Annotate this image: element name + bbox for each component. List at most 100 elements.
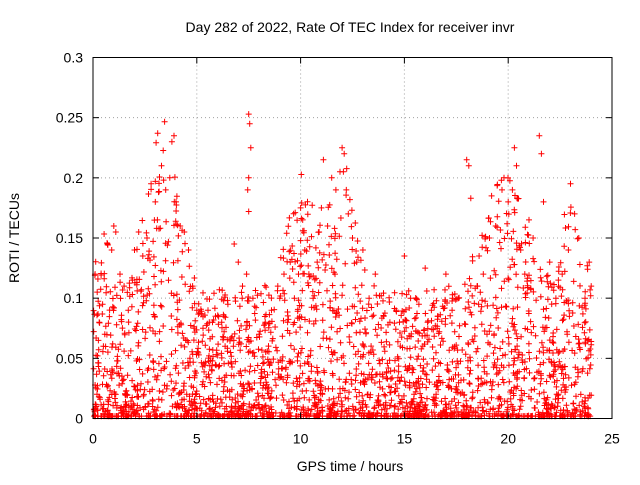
data-point — [348, 381, 355, 387]
data-point — [349, 235, 356, 241]
data-point — [145, 191, 152, 197]
data-point — [240, 402, 247, 409]
data-point — [360, 378, 367, 385]
data-point — [318, 204, 325, 211]
data-point — [398, 334, 405, 341]
data-point — [139, 370, 146, 377]
data-point — [314, 408, 321, 414]
data-point — [128, 403, 135, 410]
data-point — [150, 366, 157, 373]
data-point — [112, 344, 119, 351]
data-point — [560, 375, 567, 382]
data-point — [129, 394, 136, 401]
data-point — [244, 297, 251, 304]
data-point — [257, 328, 264, 335]
data-point — [192, 317, 199, 324]
data-point — [198, 407, 205, 414]
data-point — [252, 287, 259, 294]
data-point — [312, 302, 319, 309]
data-point — [326, 336, 333, 343]
data-point — [262, 402, 269, 409]
data-point — [352, 386, 359, 393]
data-point — [332, 230, 339, 237]
data-point — [285, 316, 292, 323]
data-point — [429, 367, 436, 374]
data-point — [565, 247, 572, 253]
data-point — [174, 306, 181, 313]
data-point — [446, 347, 453, 354]
data-point — [334, 328, 341, 335]
data-point — [218, 350, 225, 357]
data-point — [530, 323, 537, 330]
data-point — [465, 299, 472, 305]
data-point — [482, 235, 489, 242]
data-point — [409, 369, 416, 376]
chart-title: Day 282 of 2022, Rate Of TEC Index for r… — [186, 19, 515, 35]
data-point — [440, 407, 447, 414]
data-point — [136, 356, 143, 363]
data-point — [90, 307, 97, 314]
data-point — [352, 220, 359, 226]
data-point — [412, 295, 419, 301]
data-point — [471, 333, 478, 339]
data-point — [280, 246, 287, 253]
x-axis-label: GPS time / hours — [297, 458, 404, 474]
data-point — [371, 282, 378, 289]
data-point — [261, 395, 267, 402]
data-point — [283, 364, 289, 371]
data-point — [415, 301, 422, 308]
data-point — [342, 408, 349, 414]
data-point — [171, 132, 177, 139]
data-point — [117, 341, 124, 348]
data-point — [378, 325, 385, 331]
data-point — [329, 372, 336, 379]
data-point — [379, 356, 386, 363]
y-tick-label: 0.05 — [56, 350, 83, 366]
data-point — [263, 379, 270, 386]
data-point — [524, 231, 531, 238]
data-point — [383, 338, 390, 345]
data-point — [461, 281, 468, 288]
data-point — [496, 239, 503, 246]
data-point — [203, 373, 210, 380]
data-point — [268, 406, 275, 413]
data-point — [541, 395, 548, 402]
data-point — [400, 392, 407, 399]
data-point — [394, 338, 401, 345]
data-point — [572, 364, 579, 371]
data-point — [384, 360, 391, 367]
data-point — [119, 380, 126, 387]
data-point — [319, 317, 326, 324]
data-point — [93, 352, 100, 359]
data-point — [504, 220, 511, 227]
data-point — [284, 319, 291, 326]
data-point — [315, 264, 322, 271]
data-point — [544, 394, 551, 401]
data-point — [119, 325, 126, 332]
x-tick-label: 20 — [500, 431, 516, 447]
y-tick-label: 0.3 — [64, 50, 84, 66]
data-point — [140, 293, 147, 300]
data-point — [569, 299, 576, 306]
data-point — [343, 376, 350, 383]
data-point — [294, 308, 301, 315]
data-point — [235, 411, 242, 418]
data-point — [221, 360, 228, 367]
data-point — [221, 328, 228, 335]
data-point — [306, 396, 313, 403]
data-point — [465, 340, 472, 346]
data-point — [360, 351, 367, 358]
y-tick-label: 0 — [75, 411, 83, 427]
data-point — [140, 269, 147, 275]
data-point — [158, 162, 165, 169]
data-point — [195, 311, 202, 318]
data-point — [493, 364, 500, 371]
data-point — [439, 379, 446, 386]
data-point — [104, 407, 111, 414]
data-point — [441, 305, 448, 311]
data-point — [159, 389, 166, 395]
data-point — [534, 399, 541, 405]
data-point — [406, 379, 413, 386]
data-point — [214, 352, 221, 358]
data-point — [269, 337, 276, 344]
